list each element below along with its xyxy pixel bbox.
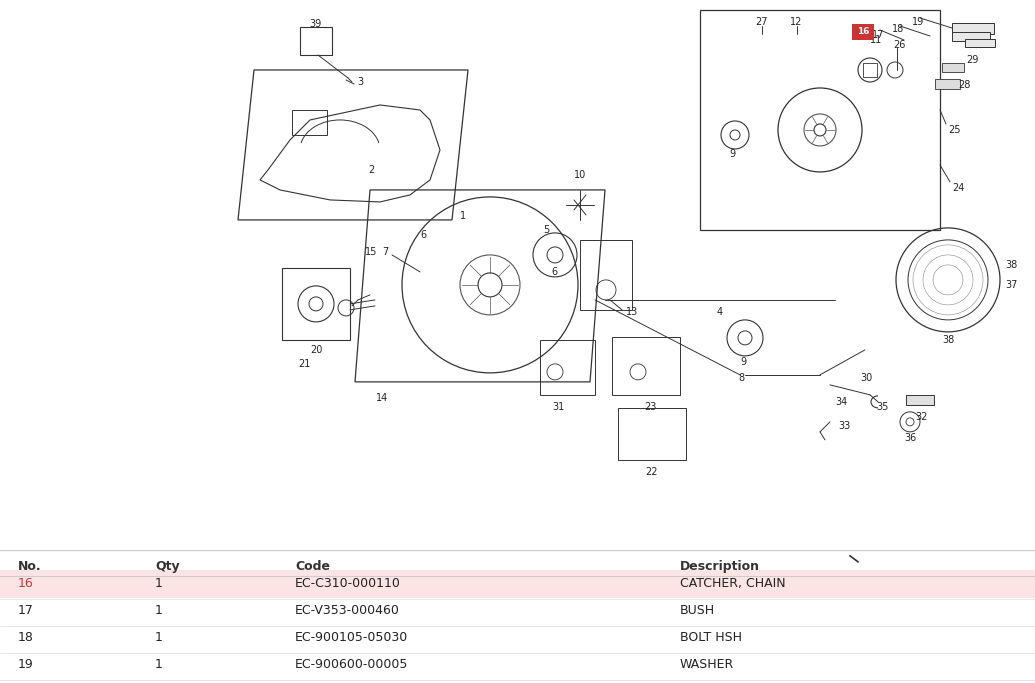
Text: 18: 18 xyxy=(892,24,905,34)
Text: 19: 19 xyxy=(18,658,34,671)
Bar xyxy=(292,110,327,135)
Text: EC-C310-000110: EC-C310-000110 xyxy=(295,577,401,590)
Text: 21: 21 xyxy=(298,359,310,369)
Text: 6: 6 xyxy=(420,230,426,240)
Text: 4: 4 xyxy=(717,307,723,317)
Bar xyxy=(0,570,1035,598)
Bar xyxy=(952,23,994,34)
Text: CATCHER, CHAIN: CATCHER, CHAIN xyxy=(680,577,786,590)
Circle shape xyxy=(814,124,826,136)
Text: 23: 23 xyxy=(644,402,656,412)
Text: 7: 7 xyxy=(382,247,388,257)
Bar xyxy=(935,79,960,89)
Text: No.: No. xyxy=(18,560,41,573)
Text: 17: 17 xyxy=(871,30,884,40)
Text: 29: 29 xyxy=(966,55,978,65)
Text: 9: 9 xyxy=(740,357,746,367)
Text: 2: 2 xyxy=(368,165,375,175)
Text: Description: Description xyxy=(680,560,760,573)
Text: 33: 33 xyxy=(838,421,850,431)
Text: 1: 1 xyxy=(460,211,466,221)
Text: 24: 24 xyxy=(952,183,965,193)
Text: 1: 1 xyxy=(155,632,162,645)
Text: 16: 16 xyxy=(857,27,869,36)
Bar xyxy=(282,268,350,340)
Text: 18: 18 xyxy=(18,632,34,645)
Circle shape xyxy=(478,273,502,297)
Bar xyxy=(906,395,934,405)
Bar xyxy=(618,408,686,460)
Text: BUSH: BUSH xyxy=(680,604,715,617)
Bar xyxy=(300,27,332,55)
Text: 38: 38 xyxy=(942,335,954,345)
Text: 14: 14 xyxy=(376,393,388,403)
Bar xyxy=(852,24,874,40)
Text: 1: 1 xyxy=(155,658,162,671)
Text: 15: 15 xyxy=(365,247,378,257)
Text: 6: 6 xyxy=(551,267,557,277)
Text: 9: 9 xyxy=(729,149,735,159)
Text: 1: 1 xyxy=(155,577,162,590)
Bar xyxy=(540,340,595,395)
Bar xyxy=(965,39,995,47)
Text: 17: 17 xyxy=(18,604,34,617)
Text: 25: 25 xyxy=(948,125,960,135)
Text: Qty: Qty xyxy=(155,560,180,573)
Text: Code: Code xyxy=(295,560,330,573)
Text: EC-V353-000460: EC-V353-000460 xyxy=(295,604,400,617)
Text: BOLT HSH: BOLT HSH xyxy=(680,632,742,645)
Text: 28: 28 xyxy=(958,80,971,90)
Text: 31: 31 xyxy=(552,402,564,412)
Text: 1: 1 xyxy=(155,604,162,617)
Text: 3: 3 xyxy=(357,77,363,87)
Text: 30: 30 xyxy=(860,373,873,383)
Text: 5: 5 xyxy=(543,225,550,235)
Text: 11: 11 xyxy=(870,35,882,45)
Text: 10: 10 xyxy=(573,170,586,180)
Text: 38: 38 xyxy=(1005,260,1017,270)
Bar xyxy=(612,337,680,395)
Text: 13: 13 xyxy=(626,307,639,317)
Text: EC-900105-05030: EC-900105-05030 xyxy=(295,632,408,645)
Text: 8: 8 xyxy=(738,373,744,383)
Bar xyxy=(863,63,877,77)
Text: 37: 37 xyxy=(1005,280,1017,290)
Text: 36: 36 xyxy=(904,433,916,443)
Bar xyxy=(700,10,940,230)
Text: 12: 12 xyxy=(790,17,802,27)
Text: 19: 19 xyxy=(912,17,924,27)
Text: 39: 39 xyxy=(308,19,321,29)
Text: 22: 22 xyxy=(646,467,658,477)
Text: 16: 16 xyxy=(18,577,34,590)
Text: 35: 35 xyxy=(876,402,888,412)
Bar xyxy=(952,32,990,41)
Text: WASHER: WASHER xyxy=(680,658,734,671)
Bar xyxy=(942,63,964,72)
Text: EC-900600-00005: EC-900600-00005 xyxy=(295,658,409,671)
Text: 26: 26 xyxy=(893,40,906,50)
Text: 27: 27 xyxy=(755,17,768,27)
Text: 32: 32 xyxy=(916,412,928,422)
Bar xyxy=(580,240,632,310)
Text: 34: 34 xyxy=(835,397,848,407)
Text: 20: 20 xyxy=(309,345,322,355)
